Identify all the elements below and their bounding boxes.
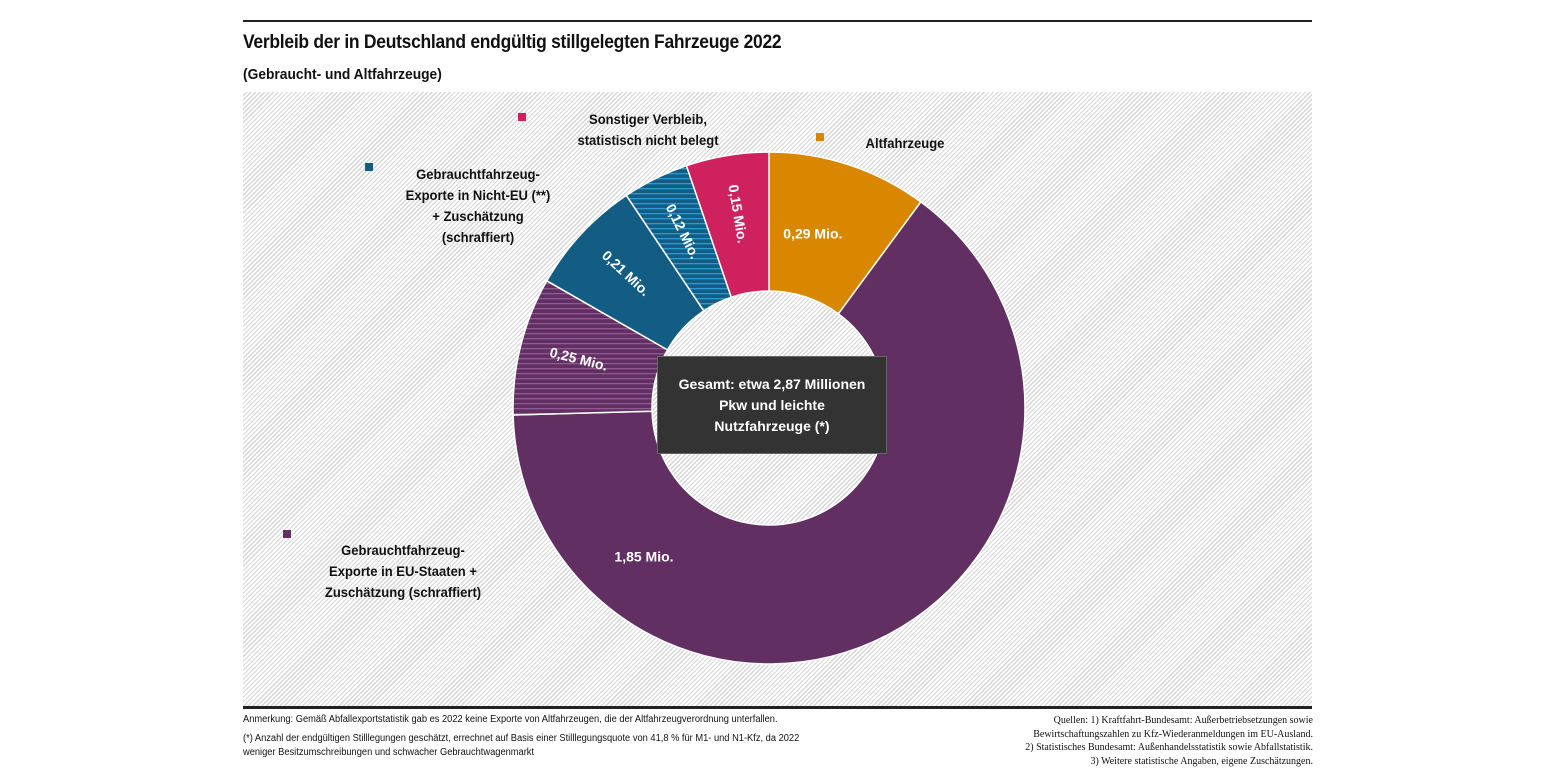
- chart-title: Verbleib der in Deutschland endgültig st…: [243, 32, 782, 53]
- legend-swatch-sonstiger: [518, 113, 526, 121]
- sources: Quellen: 1) Kraftfahrt-Bundesamt: Außerb…: [1025, 715, 1313, 767]
- legend-swatch-eu: [283, 530, 291, 538]
- footnote-anmerkung: Anmerkung: Gemäß Abfallexportstatistik g…: [243, 714, 778, 725]
- legend-label-altfahrzeuge: Altfahrzeuge: [865, 135, 945, 151]
- footnote-star-line2: weniger Besitzumschreibungen und schwach…: [243, 747, 535, 758]
- footnote-star-line1: (*) Anzahl der endgültigen Stilllegungen…: [243, 733, 800, 744]
- donut-slice-eu: [512, 200, 1026, 665]
- chart-subtitle: (Gebraucht- und Altfahrzeuge): [243, 66, 442, 83]
- legend-label-sonstiger: Sonstiger Verbleib, statistisch nicht be…: [577, 111, 719, 148]
- bottom-rule: [243, 706, 1312, 709]
- donut-slice-sonstiger: [685, 151, 770, 299]
- total-label-box: Gesamt: etwa 2,87 Millionen Pkw und leic…: [657, 356, 887, 454]
- slice-label-altfahrzeuge: 0,29 Mio.: [783, 225, 842, 241]
- legend-label-eu: Gebrauchtfahrzeug- Exporte in EU-Staaten…: [324, 542, 482, 600]
- top-rule: [243, 20, 1312, 22]
- legend-label-nicht-eu: Gebrauchtfahrzeug- Exporte in Nicht-EU (…: [405, 166, 551, 245]
- slice-label-eu: 1,85 Mio.: [614, 549, 673, 565]
- legend-swatch-nicht-eu: [365, 163, 373, 171]
- legend-swatch-altfahrzeuge: [816, 133, 824, 141]
